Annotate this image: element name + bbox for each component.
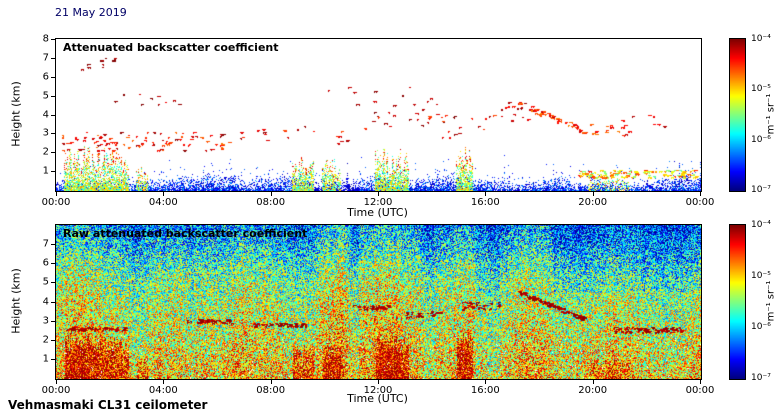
colorbar-raw [729, 224, 746, 380]
x-tick-label: 00:00 [41, 197, 71, 208]
x-axis-label-processed: Time (UTC) [347, 206, 408, 219]
date-label: 21 May 2019 [55, 6, 127, 19]
y-tick-mark [51, 95, 55, 97]
colorbar-tick-label: 10⁻⁵ [751, 84, 771, 95]
processed-heatmap-canvas [56, 39, 701, 191]
colorbar-gradient-canvas-processed [730, 39, 745, 191]
x-tick-label: 20:00 [578, 385, 608, 396]
x-tick-mark [485, 380, 487, 384]
colorbar-processed [729, 38, 746, 192]
x-tick-label: 20:00 [578, 197, 608, 208]
colorbar-tick-label: 10⁻⁴ [751, 34, 771, 44]
y-axis-label-processed: Height (km) [9, 81, 23, 147]
x-tick-mark [485, 192, 487, 196]
y-tick-label: 5 [42, 276, 49, 288]
x-tick-label: 08:00 [256, 197, 286, 208]
colorbar-tick-label: 10⁻⁶ [751, 134, 771, 145]
colorbar-gradient-canvas-raw [730, 225, 745, 379]
colorbar-tick-label: 10⁻⁴ [751, 220, 771, 230]
x-tick-label: 00:00 [41, 385, 71, 396]
y-tick-label: 4 [42, 296, 49, 307]
colorbar-unit-label-raw: m⁻¹ sr⁻¹ [765, 280, 777, 322]
y-tick-label: 1 [42, 165, 49, 177]
y-tick-label: 6 [42, 71, 49, 83]
y-tick-label: 2 [42, 334, 49, 346]
x-tick-label: 04:00 [148, 385, 178, 396]
x-axis-label-raw: Time (UTC) [347, 392, 408, 405]
x-tick-mark [270, 380, 272, 384]
x-tick-mark [163, 380, 165, 384]
x-tick-label: 12:00 [363, 385, 393, 396]
x-tick-label: 12:00 [363, 197, 393, 208]
y-tick-mark [51, 76, 55, 78]
y-tick-label: 7 [42, 52, 49, 64]
y-tick-mark [51, 282, 55, 284]
y-tick-mark [51, 301, 55, 303]
x-tick-mark [378, 192, 379, 196]
y-tick-label: 2 [42, 146, 49, 158]
y-tick-label: 5 [42, 90, 49, 102]
x-tick-mark [378, 380, 379, 384]
x-tick-label: 16:00 [470, 197, 500, 208]
x-tick-label: 16:00 [470, 385, 500, 396]
y-tick-mark [51, 39, 55, 40]
colorbar-tick-label: 10⁻⁶ [751, 322, 771, 332]
x-tick-mark [56, 380, 57, 384]
y-tick-mark [51, 320, 55, 322]
x-tick-label: 08:00 [256, 385, 286, 396]
raw-heatmap-canvas [56, 225, 701, 379]
y-tick-label: 6 [42, 257, 49, 269]
y-tick-mark [51, 358, 55, 360]
colorbar-tick-label: 10⁻⁷ [751, 185, 771, 195]
x-tick-mark [592, 192, 594, 196]
y-tick-label: 8 [42, 33, 49, 45]
y-tick-label: 1 [42, 353, 49, 365]
processed-backscatter-panel: Attenuated backscatter coefficient [55, 38, 702, 192]
x-tick-mark [270, 192, 272, 196]
y-tick-label: 3 [42, 315, 49, 327]
y-tick-mark [51, 152, 55, 154]
y-tick-mark [51, 171, 55, 173]
y-tick-mark [51, 133, 55, 135]
x-tick-label: 00:00 [685, 197, 715, 208]
colorbar-tick-label: 10⁻⁷ [751, 373, 771, 383]
x-tick-mark [163, 192, 165, 196]
x-tick-label: 04:00 [148, 197, 178, 208]
y-tick-mark [51, 114, 55, 116]
x-tick-mark [700, 192, 701, 196]
colorbar-tick-label: 10⁻⁵ [751, 271, 771, 281]
y-tick-mark [51, 339, 55, 341]
y-tick-label: 7 [42, 238, 49, 250]
instrument-label: Vehmasmaki CL31 ceilometer [8, 398, 208, 412]
colorbar-unit-label-processed: m⁻¹ sr⁻¹ [765, 93, 777, 135]
y-tick-label: 4 [42, 109, 49, 120]
y-tick-label: 3 [42, 127, 49, 139]
x-tick-label: 00:00 [685, 385, 715, 396]
panel-title-raw: Raw attenuated backscatter coefficient [63, 227, 308, 240]
x-tick-mark [56, 192, 57, 196]
x-tick-mark [700, 380, 701, 384]
panel-title-processed: Attenuated backscatter coefficient [63, 41, 279, 54]
y-tick-mark [51, 244, 55, 246]
y-tick-mark [51, 57, 55, 59]
y-tick-mark [51, 263, 55, 265]
x-tick-mark [592, 380, 594, 384]
y-axis-label-raw: Height (km) [9, 268, 23, 334]
raw-backscatter-panel: Raw attenuated backscatter coefficient [55, 224, 702, 380]
